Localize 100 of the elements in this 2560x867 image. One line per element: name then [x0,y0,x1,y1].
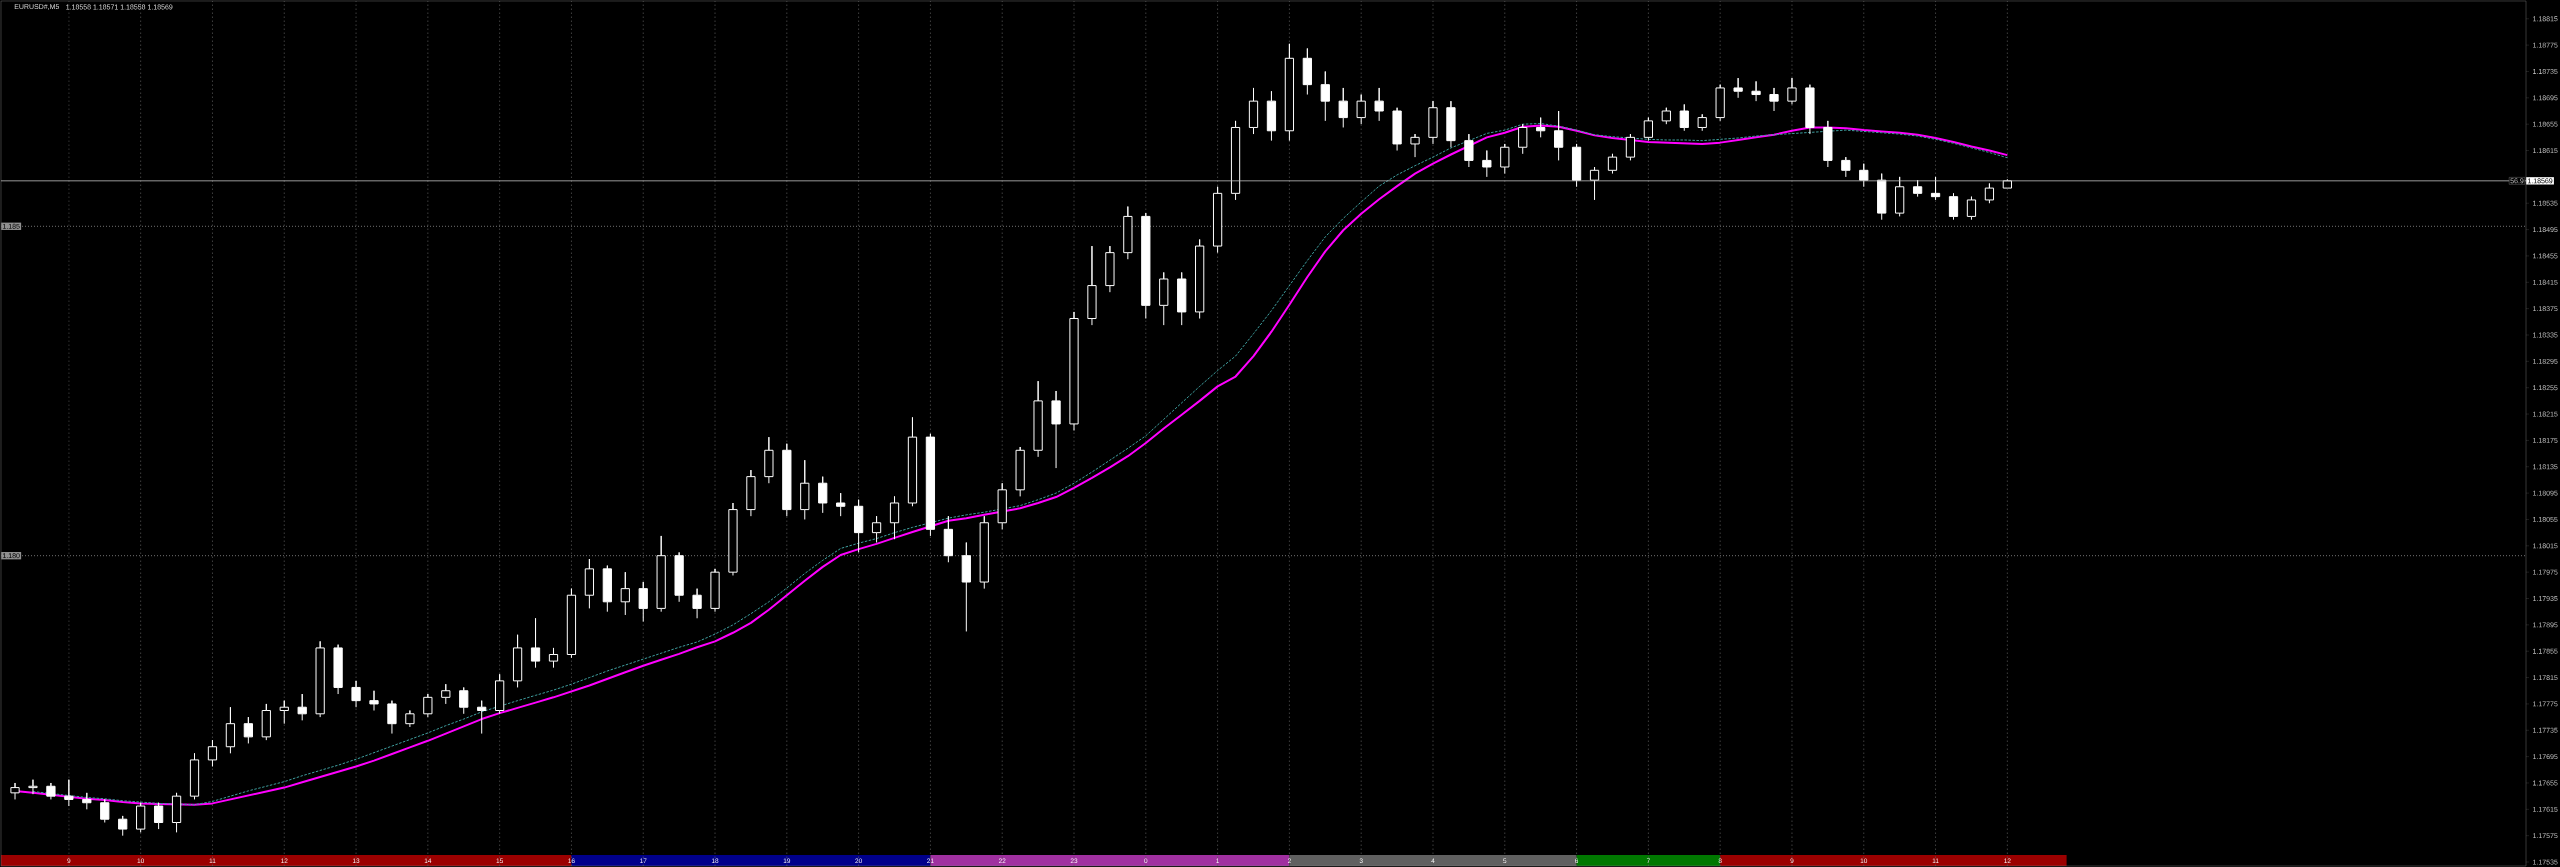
candlestick [1464,133,1474,168]
candlestick [1320,70,1330,122]
candlestick [1751,80,1761,102]
candlestick [710,568,720,613]
candlestick [1895,176,1905,217]
candlestick [297,693,307,721]
candlestick [1912,179,1923,198]
candlestick [1141,212,1151,320]
candlestick [1015,446,1025,497]
candlestick [118,815,128,837]
candlestick [1356,94,1366,125]
candlestick [351,680,361,708]
candlestick [1625,133,1636,161]
candlestick [171,792,182,833]
candlestick [1859,163,1869,188]
candlestick [638,581,648,623]
candlestick [1554,110,1564,161]
candlestick [1715,84,1725,122]
candlestick [1428,100,1438,145]
candlestick [674,551,684,603]
candlestick [1051,390,1061,469]
candlestick [207,739,218,768]
candlestick [620,571,630,616]
candlestick [566,588,577,659]
candlestick [1105,245,1115,293]
candlestick [961,542,971,632]
candlestick [1733,77,1743,99]
candlestick [1500,143,1510,175]
candlestick [1123,206,1133,260]
candlestick [387,700,397,735]
candlestick [746,469,756,517]
candlestick [1643,117,1654,142]
candlestick [82,792,92,810]
candlestick [800,459,810,520]
candlestick [136,802,146,833]
candlestick [459,686,469,715]
candlestick [584,558,595,609]
candlestick [997,482,1007,530]
candlestick [925,433,936,537]
candlestick [1195,238,1205,320]
candlestick [1284,43,1295,142]
candlestick [1069,311,1079,432]
candlestick [692,588,702,619]
candlestick [1823,120,1833,168]
candlestick [782,443,792,517]
candlestick [1841,156,1851,178]
candlestick [1159,271,1169,326]
candlestick [261,703,271,741]
candlestick [853,499,864,553]
candlestick [602,565,612,613]
candlestick [1212,186,1223,254]
candlestick [1087,245,1097,326]
candlestick [1787,77,1797,105]
candlestick [1769,87,1779,112]
candlestick [530,617,541,669]
candlestick [243,716,253,744]
candlestick [64,779,74,807]
candlestick [441,683,451,705]
candlestick [1482,150,1492,178]
candlestick [189,752,200,800]
candlestick [1177,271,1187,326]
candlestick [656,535,666,613]
candlestick [512,634,523,688]
candlestick [1697,113,1707,132]
candlestick [1930,176,1941,201]
candlestick [405,710,415,728]
candlestick [728,502,738,576]
candlestick [1248,87,1259,135]
candlestick [818,476,828,514]
candlestick [1518,123,1528,155]
candlestick [548,647,559,669]
candlestick [1230,120,1241,201]
candlestick [1410,133,1420,158]
candlestick [28,779,38,795]
candlestick [315,640,325,718]
candlestick [1392,107,1402,152]
candlestick [979,515,989,590]
candlestick [764,436,774,484]
candlestick [225,706,236,754]
candlestick [1374,87,1384,122]
candlestick [279,700,289,725]
candlestick [1589,166,1600,201]
candlestick [1607,153,1618,175]
candlestick [836,492,846,517]
candlestick [871,515,882,544]
candlestick [1033,380,1043,458]
candlestick [1877,173,1887,221]
candlestick [1661,107,1671,125]
candlestick [423,693,433,718]
candlestick [907,416,918,507]
candlestick [1966,196,1977,221]
candlestick [1948,192,1959,221]
candlestick [1571,143,1582,188]
candlestick [1805,84,1815,135]
candlestick [153,802,164,830]
candlestick [943,515,953,563]
candlestick [1536,117,1546,138]
candlestick [333,644,343,695]
candlestick [1679,103,1689,132]
candlestick [100,798,110,823]
